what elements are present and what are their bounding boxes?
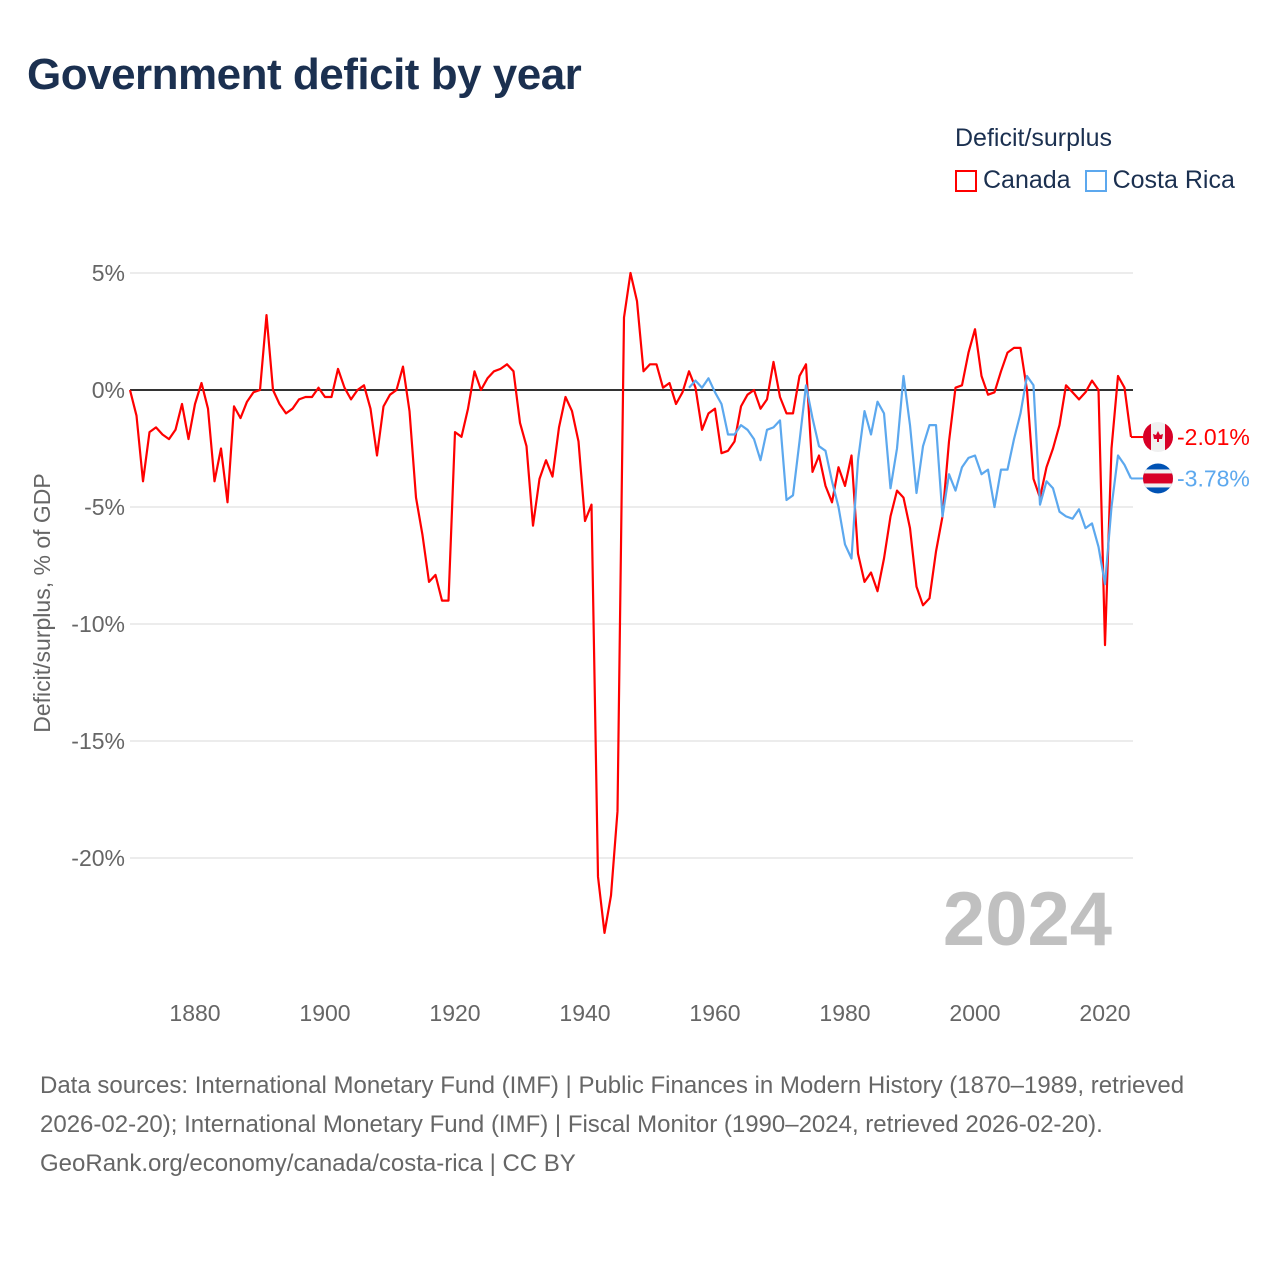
legend-swatch-costa-rica [1084, 169, 1107, 192]
y-axis-label: Deficit/surplus, % of GDP [29, 473, 55, 732]
legend: Canada Costa Rica [955, 166, 1235, 195]
y-tick-label: -10% [71, 611, 125, 637]
y-tick-label: 5% [92, 260, 125, 286]
x-tick-label: 1960 [689, 1000, 740, 1026]
end-value-label-costa-rica: -3.78% [1177, 465, 1250, 491]
legend-title: Deficit/surplus [955, 124, 1112, 152]
flag-canada-icon [1143, 422, 1173, 453]
series-line-costa-rica [688, 374, 1132, 586]
y-tick-label: -15% [71, 728, 125, 754]
x-tick-label: 1980 [819, 1000, 870, 1026]
footer: Data sources: International Monetary Fun… [40, 1066, 1240, 1183]
legend-item-canada[interactable]: Canada [955, 166, 1071, 195]
legend-swatch-canada [955, 169, 977, 192]
x-tick-label: 1880 [169, 1000, 220, 1026]
y-tick-label: 0% [92, 377, 125, 403]
x-tick-label: 2000 [949, 1000, 1000, 1026]
year-watermark: 2024 [943, 877, 1112, 962]
y-tick-label: -5% [84, 494, 125, 520]
end-value-label-canada: -2.01% [1177, 424, 1250, 450]
x-tick-label: 1940 [559, 1000, 610, 1026]
x-tick-label: 1920 [429, 1000, 480, 1026]
credit-link[interactable]: GeoRank.org/economy/canada/costa-rica | … [40, 1150, 576, 1177]
flag-costa-rica-icon [1143, 463, 1173, 494]
x-tick-label: 2020 [1079, 1000, 1130, 1026]
data-sources: Data sources: International Monetary Fun… [40, 1072, 1185, 1138]
series-line-canada [128, 271, 1133, 935]
y-tick-label: -20% [71, 845, 125, 871]
legend-item-costa-rica[interactable]: Costa Rica [1084, 166, 1235, 195]
page-title: Government deficit by year [27, 50, 582, 99]
legend-label-canada: Canada [983, 166, 1071, 194]
legend-label-costa-rica: Costa Rica [1112, 166, 1235, 194]
x-tick-label: 1900 [299, 1000, 350, 1026]
